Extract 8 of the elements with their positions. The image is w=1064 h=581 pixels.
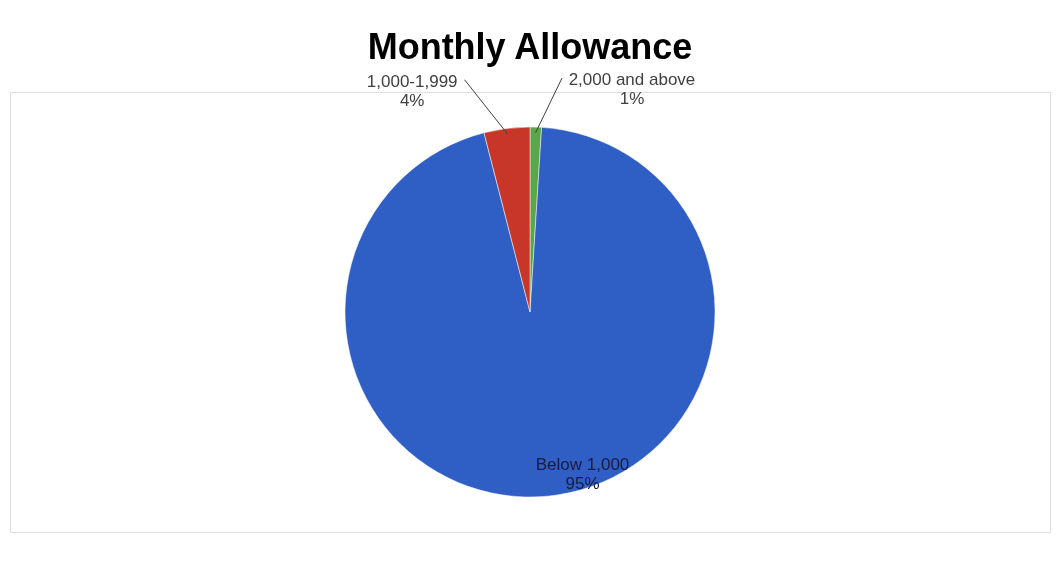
data-label: 95% xyxy=(565,473,600,493)
chart-title: Monthly Allowance xyxy=(367,26,693,68)
slice-label: 1,000-1,999 xyxy=(366,71,458,91)
data-label: 4% xyxy=(399,90,425,110)
pie-slice xyxy=(344,127,716,498)
slice-label: Below 1,000 xyxy=(535,454,630,474)
data-label: 1% xyxy=(619,89,645,109)
slice-label: 2,000 and above xyxy=(568,70,696,90)
